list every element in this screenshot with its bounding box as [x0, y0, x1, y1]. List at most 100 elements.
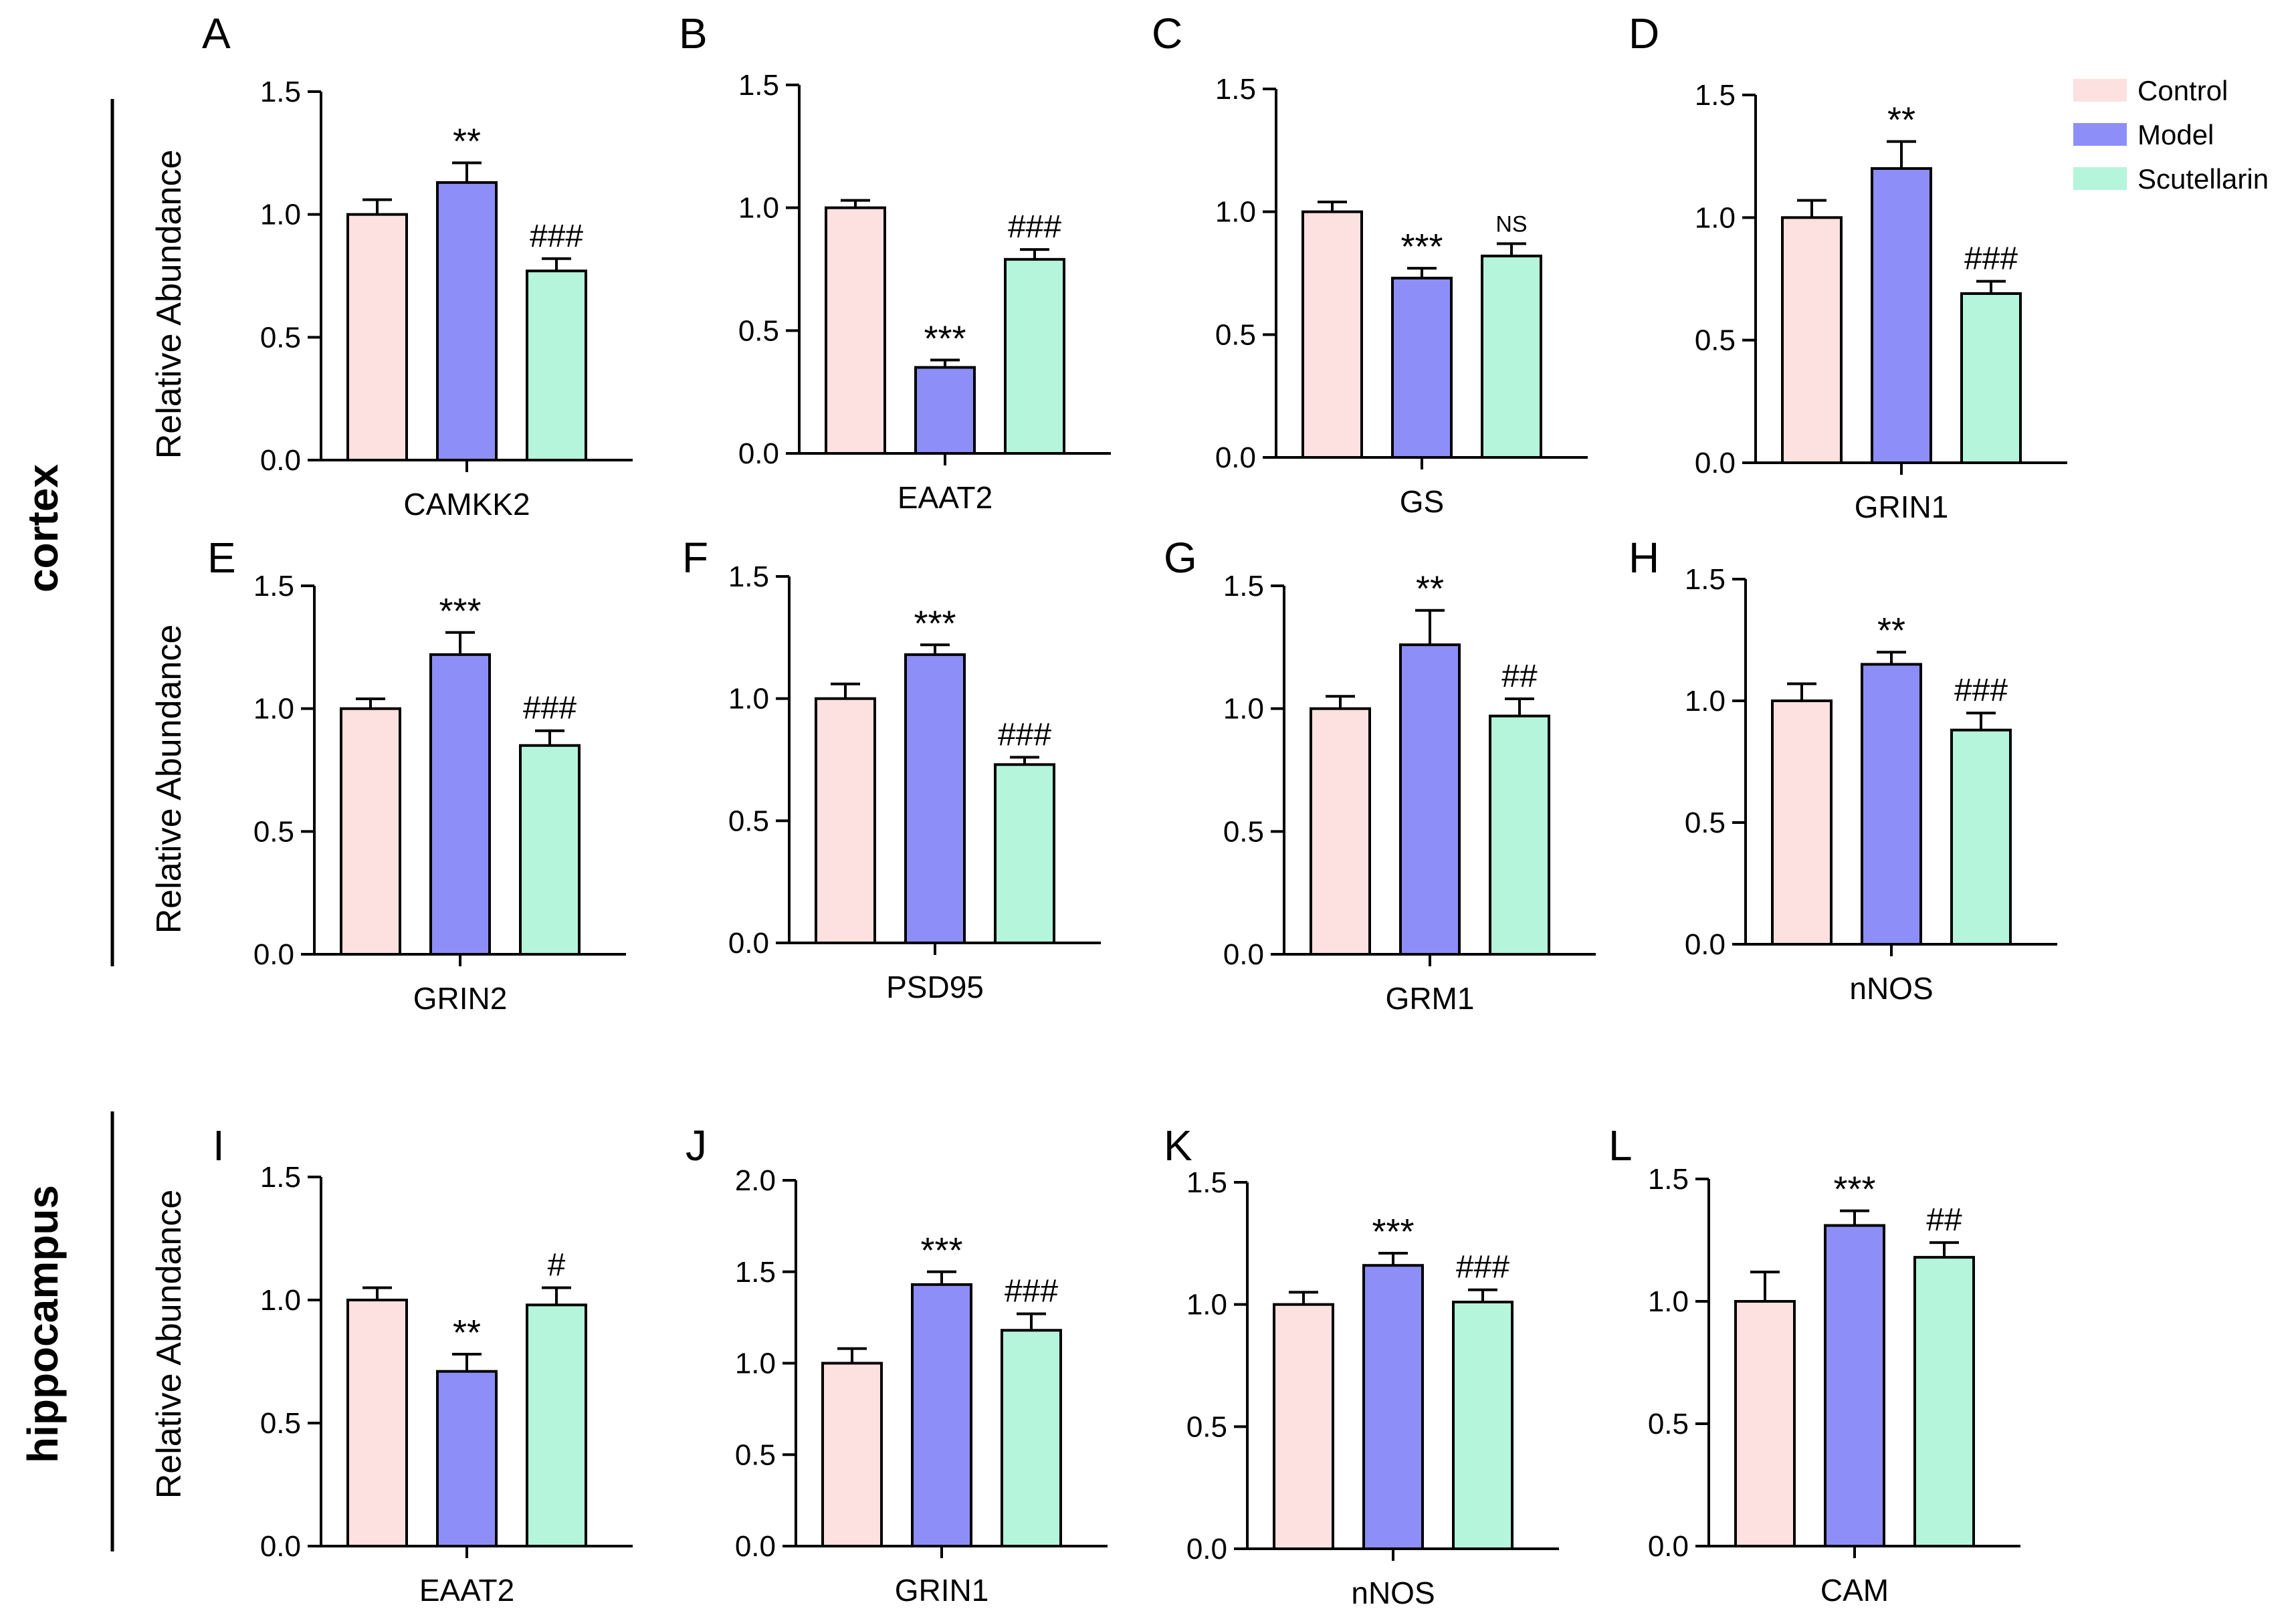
- significance-g-scutellarin: ##: [1501, 659, 1538, 694]
- panel-h: H 0.0 0.5 1.0 1.5 nNOS ** ###: [1629, 534, 2057, 1006]
- legend-label-control: Control: [2137, 75, 2228, 106]
- y-tick-label-a-1: 0.5: [260, 321, 301, 354]
- y-tick-label-b-1: 0.5: [738, 314, 779, 347]
- y-tick-label-f-1: 0.5: [728, 804, 769, 837]
- y-tick-label-h-2: 1.0: [1685, 685, 1726, 718]
- significance-i-model: **: [453, 1313, 481, 1353]
- bar-f-model: [904, 653, 966, 944]
- significance-j-scutellarin: ###: [1005, 1274, 1058, 1309]
- panel-g: G 0.0 0.5 1.0 1.5 GRM1 ** ##: [1164, 534, 1596, 1016]
- x-axis-label-g: GRM1: [1386, 981, 1475, 1016]
- significance-e-scutellarin: ###: [523, 691, 577, 726]
- significance-c-scutellarin: NS: [1495, 211, 1527, 237]
- significance-i-scutellarin: #: [548, 1248, 566, 1283]
- x-axis-label-l: CAM: [1820, 1573, 1889, 1608]
- bar-d-control: [1781, 216, 1843, 464]
- bar-i-scutellarin: [526, 1303, 587, 1547]
- significance-h-scutellarin: ###: [1954, 673, 2008, 708]
- bar-d-model: [1871, 167, 1932, 464]
- significance-k-model: ***: [1372, 1212, 1414, 1252]
- panel-letter-h: H: [1629, 534, 1659, 582]
- y-tick-label-j-2: 1.0: [735, 1347, 776, 1380]
- panel-letter-e: E: [207, 534, 236, 582]
- significance-k-scutellarin: ###: [1456, 1250, 1509, 1285]
- x-axis-label-i: EAAT2: [419, 1573, 514, 1608]
- y-tick-label-d-2: 1.0: [1695, 201, 1736, 234]
- y-tick-label-e-2: 1.0: [253, 693, 294, 726]
- y-tick-label-i-1: 0.5: [260, 1407, 301, 1440]
- panel-k: K 0.0 0.5 1.0 1.5 nNOS *** ###: [1164, 1121, 1559, 1610]
- y-axis-title-row2: Relative Abundance: [150, 625, 189, 934]
- y-tick-label-l-1: 0.5: [1648, 1408, 1689, 1440]
- panel-b: B 0.0 0.5 1.0 1.5 EAAT2 *** ###: [679, 9, 1111, 515]
- y-tick-label-a-0: 0.0: [260, 444, 301, 477]
- y-tick-label-i-0: 0.0: [260, 1530, 301, 1563]
- bar-f-scutellarin: [994, 763, 1055, 944]
- bar-k-scutellarin: [1452, 1301, 1514, 1550]
- bar-l-model: [1824, 1224, 1885, 1548]
- x-axis-label-e: GRIN2: [413, 981, 508, 1016]
- significance-e-model: ***: [439, 591, 481, 631]
- significance-b-model: ***: [924, 318, 966, 358]
- y-tick-label-d-3: 1.5: [1695, 79, 1736, 112]
- panel-letter-d: D: [1629, 9, 1659, 58]
- bar-a-control: [346, 213, 408, 461]
- panel-letter-f: F: [682, 534, 708, 582]
- y-tick-label-j-3: 1.5: [735, 1256, 776, 1289]
- x-axis-label-b: EAAT2: [898, 480, 993, 515]
- bar-d-scutellarin: [1960, 292, 2022, 464]
- y-tick-label-h-3: 1.5: [1685, 563, 1726, 596]
- legend-swatch-model: [2073, 123, 2127, 146]
- x-axis-label-d: GRIN1: [1855, 490, 1949, 524]
- y-tick-label-e-1: 0.5: [253, 815, 294, 848]
- y-tick-label-j-4: 2.0: [735, 1164, 776, 1197]
- bar-h-model: [1861, 663, 1922, 946]
- y-tick-label-c-0: 0.0: [1215, 441, 1256, 474]
- significance-f-scutellarin: ###: [998, 717, 1051, 752]
- y-tick-label-g-1: 0.5: [1223, 815, 1264, 848]
- y-tick-label-a-2: 1.0: [260, 199, 301, 231]
- panel-letter-g: G: [1164, 534, 1197, 582]
- significance-h-model: **: [1877, 611, 1905, 651]
- section-label-cortex: cortex: [19, 464, 67, 593]
- y-tick-label-f-3: 1.5: [728, 560, 769, 593]
- panel-letter-a: A: [202, 9, 231, 58]
- bar-j-model: [911, 1283, 972, 1548]
- bar-i-model: [436, 1370, 498, 1547]
- bar-g-scutellarin: [1489, 714, 1550, 956]
- y-tick-label-l-3: 1.5: [1648, 1163, 1689, 1196]
- legend-label-model: Model: [2137, 119, 2214, 150]
- bar-b-control: [825, 206, 886, 455]
- x-axis-label-h: nNOS: [1849, 971, 1933, 1006]
- significance-g-model: **: [1416, 569, 1444, 609]
- y-tick-label-e-3: 1.5: [253, 570, 294, 603]
- panel-letter-j: J: [686, 1121, 707, 1170]
- y-tick-label-g-3: 1.5: [1223, 570, 1264, 603]
- bar-b-model: [914, 366, 976, 455]
- chart-panels: A0.00.51.01.5CAMKK2**###B0.00.51.01.5EAA…: [202, 9, 2067, 1610]
- y-tick-label-h-0: 0.0: [1685, 928, 1726, 961]
- bar-k-model: [1362, 1264, 1424, 1551]
- significance-f-model: ***: [914, 603, 956, 643]
- panel-f: F 0.0 0.5 1.0 1.5 PSD95 *** ###: [682, 534, 1101, 1004]
- panel-letter-c: C: [1152, 9, 1182, 58]
- y-tick-label-c-3: 1.5: [1215, 73, 1256, 106]
- y-tick-label-f-0: 0.0: [728, 927, 769, 960]
- panel-letter-i: I: [213, 1121, 225, 1170]
- y-tick-label-i-2: 1.0: [260, 1284, 301, 1317]
- bar-a-scutellarin: [526, 269, 587, 461]
- bar-j-control: [821, 1362, 883, 1547]
- y-tick-label-b-0: 0.0: [738, 437, 779, 470]
- y-tick-label-i-3: 1.5: [260, 1161, 301, 1194]
- y-tick-label-j-0: 0.0: [735, 1530, 776, 1563]
- y-axis-title-row1: Relative Abundance: [150, 150, 189, 459]
- x-axis-label-k: nNOS: [1351, 1576, 1435, 1610]
- significance-d-scutellarin: ###: [1964, 241, 2018, 277]
- significance-a-scutellarin: ###: [530, 219, 583, 254]
- y-tick-label-c-1: 0.5: [1215, 318, 1256, 351]
- x-axis-label-a: CAMKK2: [403, 487, 530, 522]
- significance-c-model: ***: [1400, 227, 1443, 267]
- y-axis-title-row3: Relative Abundance: [150, 1190, 189, 1499]
- y-tick-label-j-1: 0.5: [735, 1438, 776, 1471]
